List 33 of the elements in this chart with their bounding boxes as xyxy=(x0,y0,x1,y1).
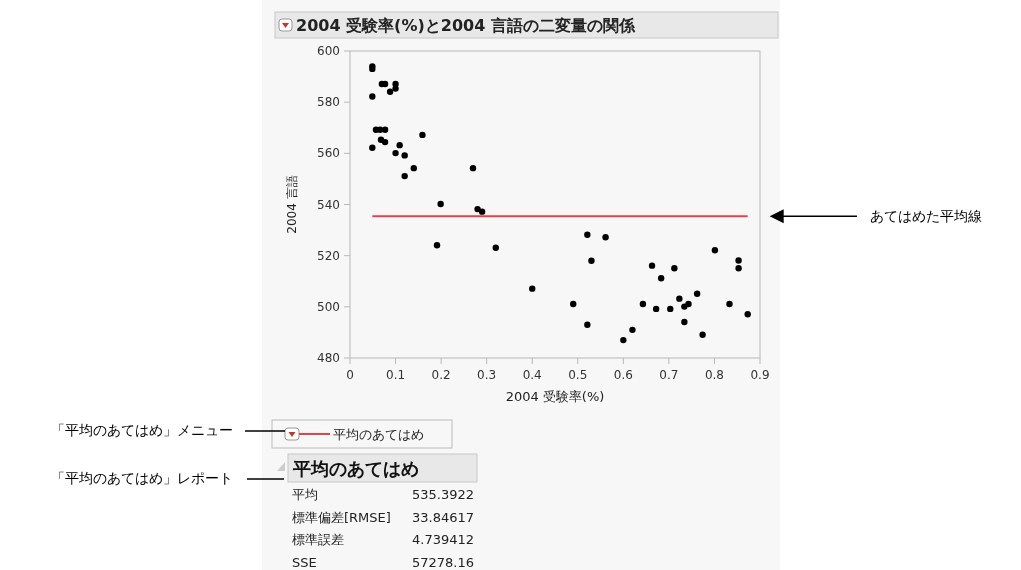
x-tick-label: 0.3 xyxy=(477,368,497,382)
text: SSE xyxy=(292,554,317,570)
y-tick-label: 520 xyxy=(317,248,340,263)
x-tick-label: 0.5 xyxy=(568,368,588,382)
x-tick-label: 0.8 xyxy=(704,368,724,382)
y-axis-title: 2004 言語 xyxy=(285,175,299,234)
y-tick-label: 560 xyxy=(317,146,340,161)
text: 57278.16 xyxy=(412,554,475,570)
text: 535.3922 xyxy=(412,487,475,502)
x-tick-label: 0.7 xyxy=(659,368,679,382)
x-tick-label: 0.9 xyxy=(750,368,770,382)
text: 平均 xyxy=(292,487,318,502)
y-tick-label: 480 xyxy=(317,351,340,365)
x-axis-title: 2004 受験率(%) xyxy=(505,389,605,404)
text: 33.84617 xyxy=(412,509,475,525)
text: 「平均のあてはめ」レポート xyxy=(51,470,233,486)
x-tick-label: 0.2 xyxy=(431,368,451,382)
text: 平均のあてはめ xyxy=(292,458,419,479)
x-tick-label: 0.1 xyxy=(386,368,406,382)
text: 標準偏差[RMSE] xyxy=(292,509,391,525)
x-tick-label: 0.6 xyxy=(613,368,633,382)
y-tick-label: 500 xyxy=(317,299,340,314)
text: 4.739412 xyxy=(412,532,475,547)
legend-label: 平均のあてはめ xyxy=(333,427,424,442)
y-tick-label: 580 xyxy=(317,95,340,110)
y-tick-label: 600 xyxy=(317,44,340,58)
text: あてはめた平均線 xyxy=(870,208,982,225)
chart-title: 2004 受験率(%)と2004 言語の二変量の関係 xyxy=(296,16,636,35)
x-tick-label: 0.4 xyxy=(522,368,542,382)
y-tick-label: 540 xyxy=(317,197,340,212)
x-tick-label: 0 xyxy=(346,368,354,382)
text: 「平均のあてはめ」メニュー xyxy=(51,422,233,438)
text: 標準誤差 xyxy=(292,532,344,547)
